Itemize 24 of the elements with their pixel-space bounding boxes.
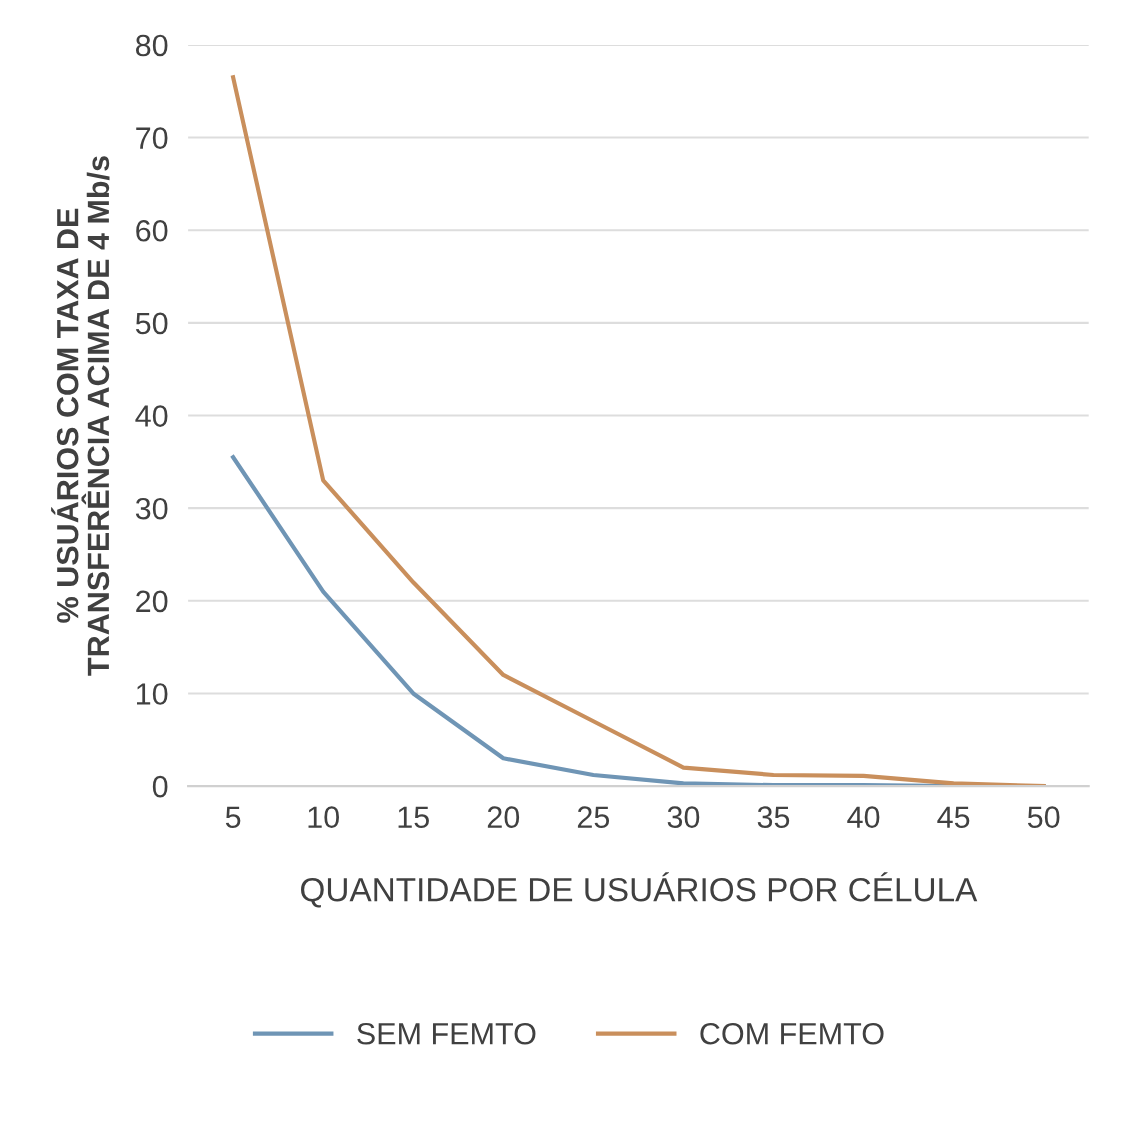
x-tick-label: 45 bbox=[937, 806, 970, 828]
y-tick-label: 50 bbox=[135, 312, 168, 335]
legend-label: COM FEMTO bbox=[700, 1022, 884, 1045]
y-tick-label: 20 bbox=[136, 590, 168, 613]
y-tick-label: 0 bbox=[152, 775, 168, 798]
x-tick-label: 15 bbox=[398, 806, 429, 828]
x-tick-label: 20 bbox=[487, 806, 520, 828]
x-tick-label: 25 bbox=[577, 806, 610, 828]
x-tick-label: 5 bbox=[225, 806, 241, 828]
x-tick-label: 10 bbox=[308, 806, 339, 828]
legend-label: SEM FEMTO bbox=[357, 1022, 536, 1045]
x-tick-label: 50 bbox=[1027, 806, 1060, 828]
line-series bbox=[231, 75, 1046, 787]
y-tick-label: 60 bbox=[136, 219, 168, 242]
x-tick-label: 30 bbox=[667, 806, 700, 828]
x-tick-label: 35 bbox=[757, 806, 790, 828]
x-tick-label: 40 bbox=[847, 806, 880, 828]
y-tick-label: 40 bbox=[135, 405, 168, 427]
y-tick-label: 10 bbox=[137, 683, 168, 705]
y-axis-title: % USUÁRIOS COM TAXA DE TRANSFERÊNCIA ACIMA DE 4 Mb/s bbox=[51, 156, 110, 676]
x-axis-title: QUANTIDADE DE USUÁRIOS POR CÉLULA bbox=[301, 872, 978, 908]
y-tick-label: 30 bbox=[135, 497, 168, 520]
y-tick-label: 80 bbox=[136, 34, 168, 57]
y-tick-label: 70 bbox=[136, 127, 168, 149]
